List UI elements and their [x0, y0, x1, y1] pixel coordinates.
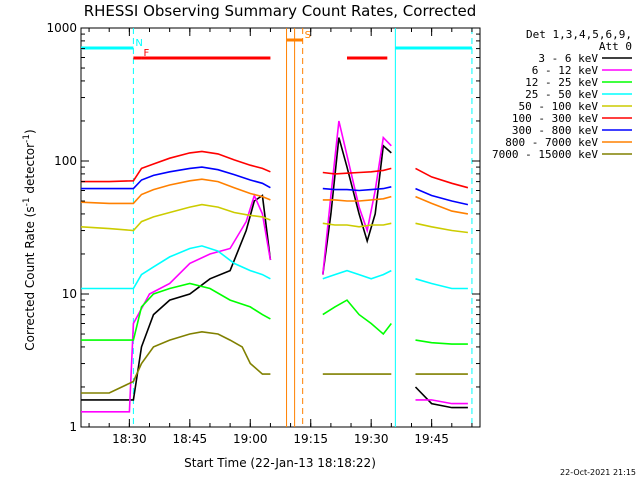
legend-label-7: 800 - 7000 keV [505, 136, 598, 149]
legend-label-5: 100 - 300 keV [512, 112, 598, 125]
series-line-6 [81, 166, 469, 206]
saa-bar-label-0: S [305, 30, 311, 41]
legend-label-0: 3 - 6 keV [538, 52, 598, 65]
night-bar-label-0: N [135, 38, 142, 49]
annotation-layer: NF S [81, 28, 473, 427]
series-line-5 [81, 150, 469, 189]
y-tick-label-2: 100 [54, 154, 77, 168]
x-tick-label-3: 19:15 [293, 432, 328, 446]
legend-header-line-2: Att 0 [599, 40, 632, 53]
legend-label-8: 7000 - 15000 keV [492, 148, 598, 161]
y-tick-label-3: 1000 [46, 21, 77, 35]
series-line-2 [81, 282, 468, 345]
plot-frame [80, 27, 481, 428]
legend-label-1: 6 - 12 keV [532, 64, 599, 77]
legend-label-6: 300 - 800 keV [512, 124, 598, 137]
plot-border [80, 27, 481, 428]
x-axis-label: Start Time (22-Jan-13 18:18:22) [184, 456, 376, 470]
y-axis-label: Corrected Count Rate (s-1 detector-1) [22, 129, 37, 350]
y-tick-label-1: 10 [62, 287, 77, 301]
series-line-1 [81, 120, 468, 413]
legend-label-2: 12 - 25 keV [525, 76, 598, 89]
series-line-4 [80, 203, 468, 234]
footer-timestamp: 22-Oct-2021 21:15 [560, 468, 636, 477]
x-tick-label-4: 19:30 [354, 432, 389, 446]
flare-bar-label-0: F [143, 48, 149, 59]
x-tick-label-1: 18:45 [173, 432, 208, 446]
x-tick-label-5: 19:45 [414, 432, 449, 446]
series-layer [80, 120, 469, 413]
chart-title: RHESSI Observing Summary Count Rates, Co… [84, 2, 477, 20]
x-tick-label-0: 18:30 [112, 432, 147, 446]
series-line-7 [80, 178, 469, 215]
legend-header-line-1: Det 1,3,4,5,6,9, [526, 28, 632, 41]
legend-label-3: 25 - 50 keV [525, 88, 598, 101]
series-line-8 [81, 330, 468, 394]
series-line-0 [81, 137, 468, 409]
series-line-3 [81, 245, 468, 290]
legend-label-4: 50 - 100 keV [519, 100, 599, 113]
x-tick-label-2: 19:00 [233, 432, 268, 446]
axis-layer: 18:30 18:45 19:00 19:15 19:30 19:45 1 10 100 1000 [46, 21, 480, 446]
y-tick-label-0: 1 [69, 420, 77, 434]
